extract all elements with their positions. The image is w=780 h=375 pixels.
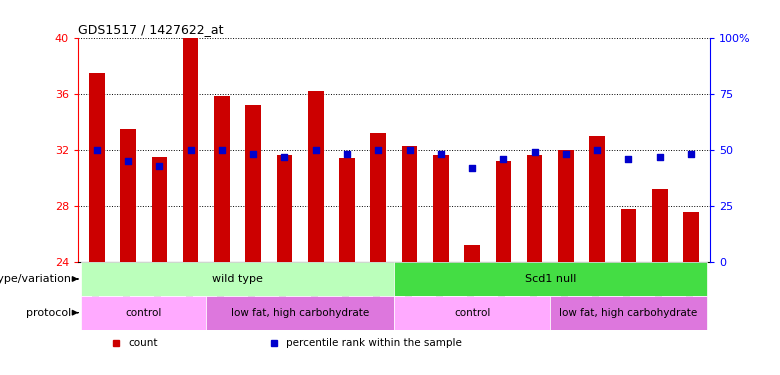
Bar [495,161,511,262]
Bar [550,296,707,330]
Bar [433,155,448,262]
Bar [621,209,636,262]
Point [278,153,291,159]
Text: count: count [129,338,158,348]
Bar [81,262,394,296]
Bar [183,38,198,262]
Text: control: control [126,308,162,318]
Point [372,147,385,153]
Bar [81,296,206,330]
Bar [402,146,417,262]
Point [403,147,416,153]
Bar [246,105,261,262]
Text: genotype/variation: genotype/variation [0,274,72,284]
Bar [464,245,480,262]
Bar [120,129,136,262]
Text: control: control [454,308,491,318]
Point [466,165,478,171]
Point [153,162,165,168]
Point [622,156,635,162]
Text: protocol: protocol [27,308,72,318]
Bar [394,262,707,296]
Point [247,151,260,157]
Point [591,147,604,153]
Bar [526,155,542,262]
Point [434,151,447,157]
Bar [652,189,668,262]
Point [528,149,541,155]
Bar [277,155,292,262]
Bar [89,73,105,262]
Point [497,156,509,162]
Text: low fat, high carbohydrate: low fat, high carbohydrate [231,308,369,318]
Text: Scd1 null: Scd1 null [525,274,576,284]
Point [310,147,322,153]
Text: GDS1517 / 1427622_at: GDS1517 / 1427622_at [78,23,224,36]
Point [184,147,197,153]
Bar [394,296,550,330]
Text: low fat, high carbohydrate: low fat, high carbohydrate [559,308,697,318]
Bar [590,136,605,262]
Bar [683,211,699,262]
Text: percentile rank within the sample: percentile rank within the sample [286,338,463,348]
Point [654,153,666,159]
Bar [151,157,167,262]
Bar [558,150,574,262]
Point [685,151,697,157]
Bar [370,133,386,262]
Point [560,151,573,157]
Bar [308,91,324,262]
Bar [206,296,394,330]
Bar [339,158,355,262]
Point [122,158,134,164]
Point [90,147,103,153]
Point [341,151,353,157]
Bar [214,96,229,262]
Point [215,147,228,153]
Text: wild type: wild type [212,274,263,284]
